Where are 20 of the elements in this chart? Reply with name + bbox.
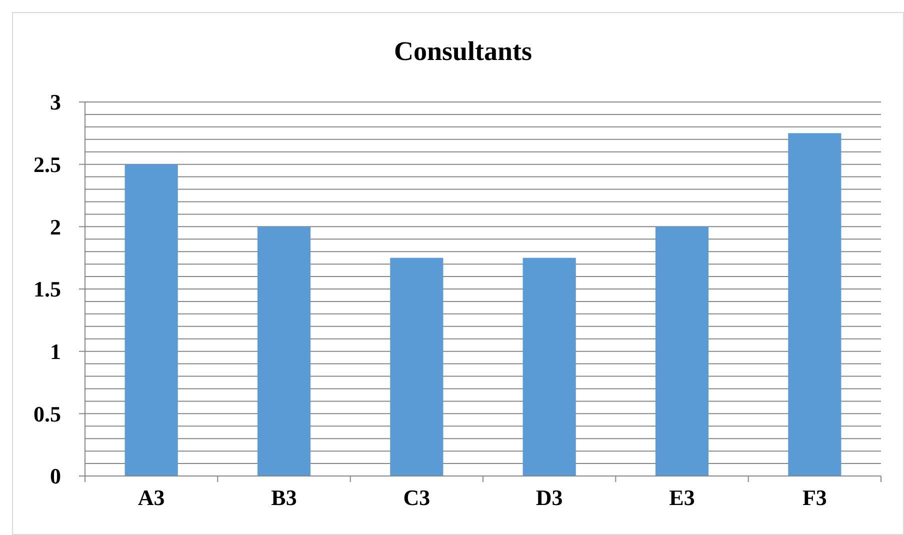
x-tick-label: D3 [536, 485, 563, 510]
y-tick-label: 2.5 [34, 152, 61, 178]
bar [390, 258, 444, 476]
x-tick-label: F3 [802, 485, 827, 510]
x-tick-label: B3 [271, 485, 297, 510]
bar [655, 226, 709, 476]
x-tick-label: C3 [403, 485, 430, 510]
bar [257, 226, 311, 476]
chart-title: Consultants [394, 36, 532, 66]
y-tick-label: 3 [50, 90, 61, 115]
x-tick-label: A3 [138, 485, 165, 510]
y-tick-label: 1 [50, 339, 61, 364]
bar [788, 133, 842, 476]
y-tick-label: 0.5 [34, 401, 61, 426]
y-tick-label: 1.5 [34, 276, 61, 302]
bar [124, 164, 178, 476]
bar [522, 258, 576, 476]
y-tick-label: 0 [50, 464, 61, 489]
y-tick-label: 2 [50, 214, 61, 240]
x-tick-label: E3 [669, 485, 695, 510]
